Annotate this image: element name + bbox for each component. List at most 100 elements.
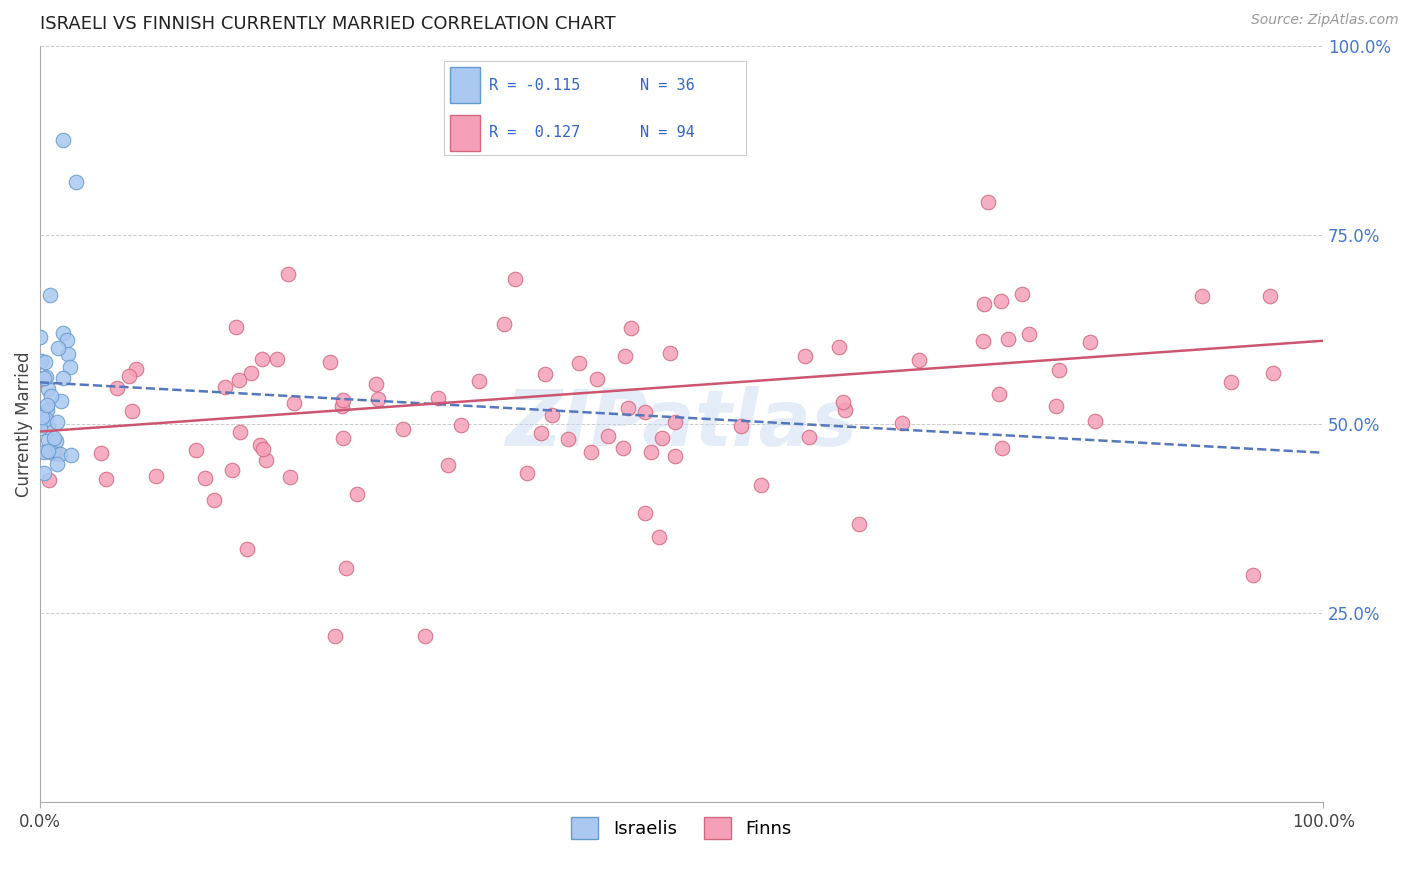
Point	[277, 267, 299, 281]
Point	[640, 444, 662, 458]
Point	[31, 409, 53, 424]
Point	[319, 355, 342, 369]
Point	[31, 372, 53, 386]
Point	[794, 349, 817, 363]
Point	[52, 133, 75, 147]
Legend: Israelis, Finns: Israelis, Finns	[564, 810, 799, 847]
Point	[39, 389, 62, 403]
Point	[121, 404, 143, 418]
Point	[749, 478, 772, 492]
Point	[647, 530, 669, 544]
Point	[1263, 366, 1285, 380]
Point	[55, 333, 77, 347]
Point	[105, 381, 128, 395]
Point	[32, 466, 55, 480]
Point	[332, 431, 354, 445]
Point	[30, 330, 52, 344]
Point	[612, 441, 634, 455]
Point	[988, 386, 1011, 401]
Point	[831, 395, 853, 409]
Point	[34, 355, 56, 369]
Point	[450, 418, 472, 433]
Point	[323, 629, 346, 643]
Point	[37, 398, 59, 412]
Point	[613, 349, 636, 363]
Point	[799, 430, 821, 444]
Point	[35, 412, 58, 426]
Point	[221, 463, 243, 477]
Point	[391, 422, 413, 436]
Point	[503, 272, 526, 286]
Point	[118, 368, 141, 383]
Point	[214, 380, 236, 394]
Point	[413, 629, 436, 643]
Point	[616, 401, 638, 415]
Point	[30, 353, 52, 368]
Point	[557, 432, 579, 446]
Point	[972, 334, 994, 348]
Point	[579, 444, 602, 458]
Point	[1260, 289, 1282, 303]
Point	[346, 487, 368, 501]
Y-axis label: Currently Married: Currently Married	[15, 351, 32, 497]
Point	[235, 542, 257, 557]
Point	[252, 442, 274, 457]
Point	[541, 408, 564, 422]
Point	[730, 418, 752, 433]
Point	[330, 400, 353, 414]
Text: Source: ZipAtlas.com: Source: ZipAtlas.com	[1251, 13, 1399, 28]
Point	[34, 370, 56, 384]
Point	[1191, 288, 1213, 302]
Point	[94, 472, 117, 486]
Point	[427, 391, 450, 405]
Point	[37, 383, 59, 397]
Point	[834, 403, 856, 417]
Point	[48, 447, 70, 461]
Point	[46, 415, 69, 429]
Point	[30, 408, 52, 422]
Point	[240, 366, 263, 380]
Point	[51, 394, 73, 409]
Point	[250, 352, 273, 367]
Point	[828, 340, 851, 354]
Point	[620, 321, 643, 335]
Point	[364, 377, 387, 392]
Point	[634, 506, 657, 520]
Point	[35, 402, 58, 417]
Point	[1078, 334, 1101, 349]
Text: ISRAELI VS FINNISH CURRENTLY MARRIED CORRELATION CHART: ISRAELI VS FINNISH CURRENTLY MARRIED COR…	[39, 15, 616, 33]
Point	[124, 362, 146, 376]
Point	[225, 320, 247, 334]
Point	[52, 326, 75, 341]
Point	[633, 405, 655, 419]
Point	[204, 492, 226, 507]
Point	[45, 434, 67, 449]
Point	[56, 347, 79, 361]
Point	[38, 473, 60, 487]
Point	[891, 416, 914, 430]
Point	[59, 360, 82, 375]
Point	[30, 420, 52, 434]
Point	[1045, 399, 1067, 413]
Point	[37, 444, 59, 458]
Point	[1219, 375, 1241, 389]
Point	[65, 175, 87, 189]
Point	[46, 341, 69, 355]
Point	[568, 356, 591, 370]
Point	[651, 431, 673, 445]
Point	[437, 458, 460, 472]
Point	[991, 441, 1014, 455]
Point	[907, 353, 929, 368]
Point	[586, 372, 609, 386]
Point	[332, 393, 354, 408]
Point	[249, 438, 271, 452]
Point	[52, 371, 75, 385]
Text: ZIPatlas: ZIPatlas	[505, 386, 858, 462]
Point	[39, 288, 62, 302]
Point	[145, 469, 167, 483]
Point	[228, 373, 250, 387]
Point	[367, 392, 389, 406]
Point	[977, 194, 1000, 209]
Point	[254, 453, 277, 467]
Point	[32, 444, 55, 458]
